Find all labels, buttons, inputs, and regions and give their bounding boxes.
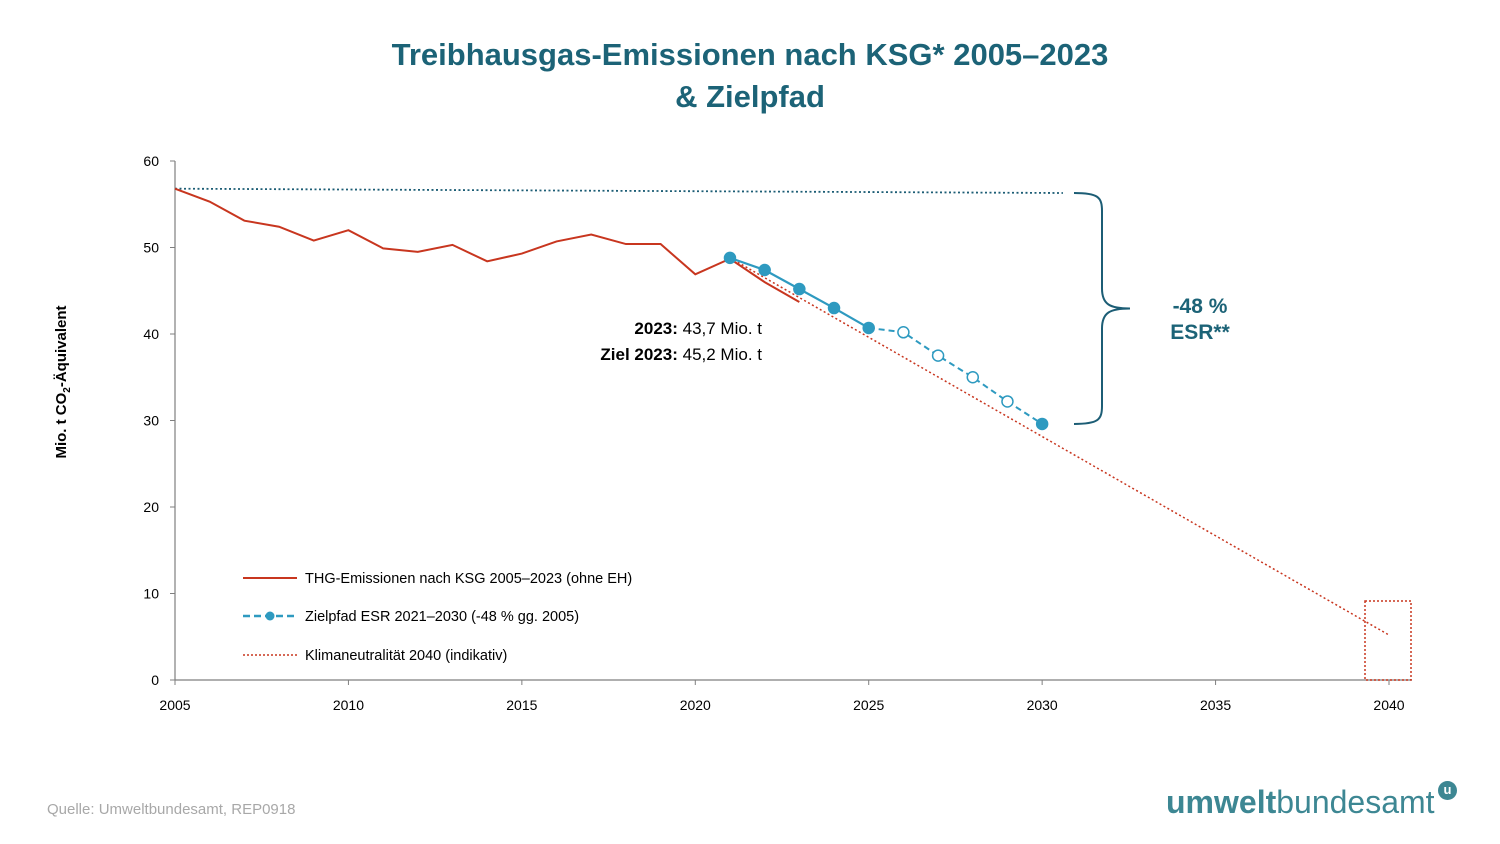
source-note: Quelle: Umweltbundesamt, REP0918 bbox=[47, 801, 296, 818]
value-annotation: 2023: 43,7 Mio. t Ziel 2023: 45,2 Mio. t bbox=[540, 316, 762, 368]
annotation-2023-value: 43,7 Mio. t bbox=[682, 319, 762, 338]
target-marker-open bbox=[966, 371, 980, 384]
y-tick-label: 30 bbox=[143, 413, 159, 429]
emissions-line bbox=[174, 187, 800, 303]
target-path-dashed bbox=[868, 326, 1043, 425]
x-tick-label: 2005 bbox=[159, 697, 190, 713]
y-tick-label: 10 bbox=[143, 586, 159, 602]
logo-badge-icon: u bbox=[1438, 781, 1457, 800]
target-marker-open bbox=[897, 326, 910, 339]
target-marker bbox=[793, 282, 806, 296]
x-tick-label: 2020 bbox=[680, 697, 711, 713]
target-marker bbox=[758, 263, 771, 277]
y-tick-label: 40 bbox=[143, 326, 159, 342]
legend-target-path-label: Zielpfad ESR 2021–2030 (-48 % gg. 2005) bbox=[305, 609, 579, 625]
x-tick-label: 2025 bbox=[853, 697, 884, 713]
climate-neutrality-line bbox=[729, 257, 1390, 636]
umweltbundesamt-logo: umweltbundesamt bbox=[1166, 782, 1435, 822]
target-marker-open bbox=[1001, 395, 1014, 408]
annotation-target-2023-value: 45,2 Mio. t bbox=[682, 345, 762, 364]
legend-emissions-label: THG-Emissionen nach KSG 2005–2023 (ohne … bbox=[305, 571, 632, 587]
esr-reduction-value: -48 % bbox=[1172, 295, 1228, 318]
esr-reduction-label: ESR** bbox=[1170, 321, 1230, 344]
x-tick-label: 2035 bbox=[1200, 697, 1231, 713]
target-marker bbox=[827, 301, 841, 315]
reduction-brace bbox=[1073, 192, 1131, 425]
logo-text-regular: bundesamt bbox=[1276, 784, 1435, 820]
target-2040-box bbox=[1364, 600, 1412, 681]
x-tick-label: 2015 bbox=[506, 697, 537, 713]
annotation-target-2023: Ziel 2023: 45,2 Mio. t bbox=[540, 342, 762, 368]
chart-title-line-1: Treibhausgas-Emissionen nach KSG* 2005–2… bbox=[391, 37, 1109, 72]
legend-emissions: THG-Emissionen nach KSG 2005–2023 (ohne … bbox=[243, 571, 632, 587]
logo-text-bold: umwelt bbox=[1166, 784, 1277, 820]
legend-target-path: Zielpfad ESR 2021–2030 (-48 % gg. 2005) bbox=[243, 609, 579, 625]
esr-reduction-annotation: -48 % ESR** bbox=[1150, 294, 1250, 346]
target-marker bbox=[862, 321, 875, 335]
legend-climate-neutrality: Klimaneutralität 2040 (indikativ) bbox=[243, 648, 507, 664]
chart-title: Treibhausgas-Emissionen nach KSG* 2005–2… bbox=[0, 34, 1500, 118]
reference-2005-line bbox=[174, 187, 1063, 194]
target-marker-open bbox=[931, 349, 945, 362]
chart-title-line-2: & Zielpfad bbox=[675, 79, 825, 114]
target-marker bbox=[1035, 417, 1049, 431]
annotation-2023-label: 2023: bbox=[634, 319, 678, 338]
y-tick-label: 50 bbox=[143, 240, 159, 256]
y-tick-label: 20 bbox=[143, 499, 159, 515]
target-marker bbox=[723, 251, 737, 265]
annotation-2023: 2023: 43,7 Mio. t bbox=[540, 316, 762, 342]
legend-target-path-marker bbox=[265, 611, 275, 621]
y-tick-label: 0 bbox=[151, 672, 159, 688]
annotation-target-2023-label: Ziel 2023: bbox=[600, 345, 678, 364]
x-tick-label: 2040 bbox=[1373, 697, 1404, 713]
x-tick-label: 2010 bbox=[333, 697, 364, 713]
x-tick-label: 2030 bbox=[1027, 697, 1058, 713]
legend-climate-neutrality-label: Klimaneutralität 2040 (indikativ) bbox=[305, 648, 507, 664]
y-tick-label: 60 bbox=[143, 153, 159, 169]
